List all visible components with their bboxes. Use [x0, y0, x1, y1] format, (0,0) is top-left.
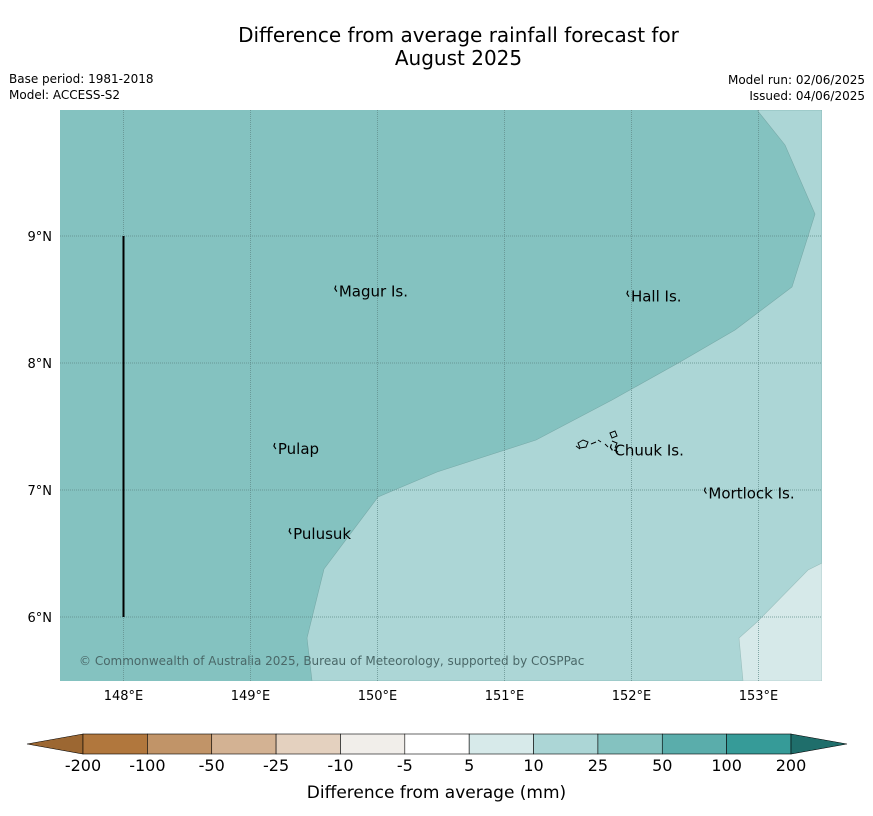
lon-tick-label: 152°E	[612, 689, 652, 704]
map-region-5-10	[738, 562, 822, 681]
colorbar-block	[533, 733, 599, 755]
lon-tick-label: 151°E	[485, 689, 525, 704]
place-labels: Magur Is. Hall Is. Pulap Chuuk Is. Mortlock …	[278, 283, 795, 544]
colorbar-tick-label: -100	[129, 756, 165, 775]
colorbar-tick-label: -50	[199, 756, 225, 775]
colorbar-block	[726, 733, 792, 755]
colorbar-tick-label: 25	[588, 756, 608, 775]
colorbar-block	[147, 733, 213, 755]
island-marker	[334, 285, 338, 292]
place-label: Magur Is.	[339, 283, 408, 301]
lon-tick-label: 153°E	[739, 689, 779, 704]
colorbar-tick-label: 50	[652, 756, 672, 775]
colorbar-block	[275, 733, 341, 755]
colorbar-extend-high	[790, 733, 848, 755]
colorbar-label: Difference from average (mm)	[306, 783, 567, 803]
chart-title-line-2: August 2025	[394, 46, 523, 70]
latitude-tick-labels: 9°N 8°N 7°N 6°N	[28, 230, 53, 626]
island-marker	[703, 487, 707, 494]
colorbar: -200 -100 -50 -25 -10 -5 5 10 25 50 100 200	[26, 733, 848, 775]
model-run-text: Model run: 02/06/2025	[727, 73, 865, 87]
lat-tick-label: 8°N	[28, 357, 53, 372]
info-right: Model run: 02/06/2025 Issued: 04/06/2025	[728, 72, 865, 104]
issued-text: Issued: 04/06/2025	[749, 89, 865, 103]
colorbar-tick-label: -200	[65, 756, 101, 775]
colorbar-block	[404, 733, 470, 755]
colorbar-block	[211, 733, 277, 755]
longitude-tick-labels: 148°E 149°E 150°E 151°E 152°E 153°E	[104, 689, 779, 704]
colorbar-tick-label: 10	[523, 756, 543, 775]
chuuk-atoll-outline	[575, 430, 619, 453]
island-marker	[288, 527, 292, 535]
colorbar-tick-label: 200	[776, 756, 807, 775]
island-marker	[609, 444, 613, 451]
place-label: Mortlock Is.	[708, 485, 794, 503]
map-region-10-25	[306, 110, 822, 681]
map-gridlines	[60, 110, 822, 681]
colorbar-block	[468, 733, 534, 755]
copyright-text: © Commonwealth of Australia 2025, Bureau…	[79, 654, 584, 668]
island-marker	[273, 442, 277, 450]
colorbar-tick-label: -5	[397, 756, 413, 775]
lon-tick-label: 149°E	[231, 689, 271, 704]
colorbar-block	[661, 733, 727, 755]
info-left: Base period: 1981-2018 Model: ACCESS-S2	[9, 71, 154, 103]
colorbar-tick-label: -10	[327, 756, 353, 775]
place-markers	[273, 285, 707, 535]
lat-tick-label: 7°N	[28, 484, 53, 499]
colorbar-extend-low	[26, 733, 84, 755]
colorbar-tick-label: 5	[464, 756, 474, 775]
lat-tick-label: 9°N	[28, 230, 53, 245]
lon-tick-label: 148°E	[104, 689, 144, 704]
colorbar-block	[597, 733, 663, 755]
chart-title-line-1: Difference from average rainfall forecas…	[238, 23, 679, 47]
model-text: Model: ACCESS-S2	[9, 88, 121, 102]
place-label: Pulusuk	[293, 525, 351, 543]
place-label: Chuuk Is.	[614, 441, 683, 459]
lon-tick-label: 150°E	[358, 689, 398, 704]
island-marker	[626, 290, 630, 298]
place-label: Pulap	[278, 440, 319, 458]
base-period-text: Base period: 1981-2018	[9, 72, 154, 86]
place-label: Hall Is.	[631, 288, 682, 306]
colorbar-tick-label: -25	[263, 756, 289, 775]
colorbar-tick-label: 100	[711, 756, 742, 775]
colorbar-block	[340, 733, 406, 755]
lat-tick-label: 6°N	[28, 611, 53, 626]
colorbar-block	[82, 733, 148, 755]
